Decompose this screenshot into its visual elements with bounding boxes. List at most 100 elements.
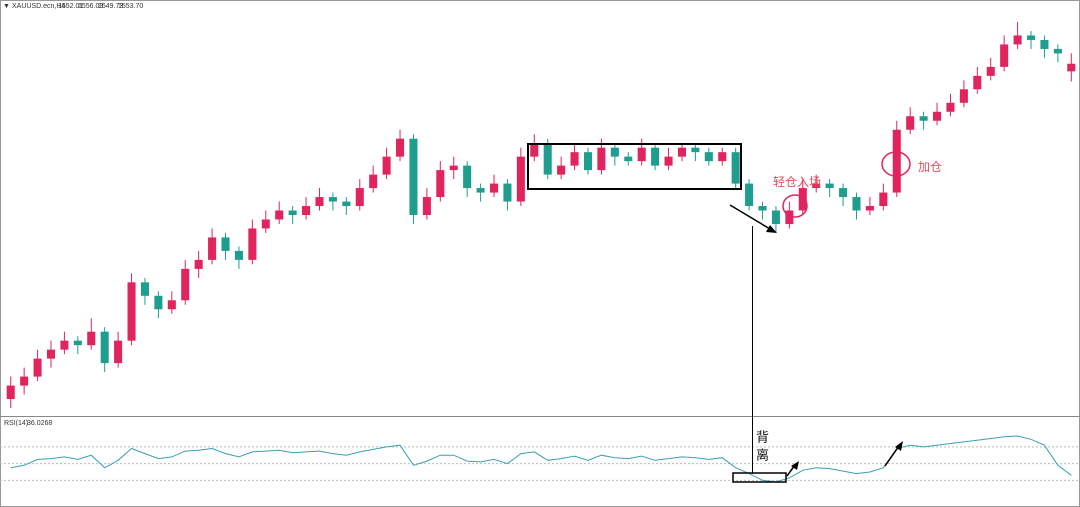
divergence-label: 背 bbox=[756, 429, 769, 444]
candle-body bbox=[825, 183, 834, 189]
candle-body bbox=[181, 268, 190, 301]
candle-body bbox=[986, 66, 995, 76]
candle-body bbox=[422, 197, 431, 215]
candle-body bbox=[114, 340, 123, 364]
candle-body bbox=[382, 156, 391, 175]
candle-body bbox=[33, 358, 42, 377]
candle-body bbox=[503, 183, 512, 202]
candle-body bbox=[892, 129, 901, 193]
candle-body bbox=[46, 349, 56, 359]
candle-body bbox=[852, 197, 861, 211]
candle-body bbox=[275, 210, 284, 220]
candle-body bbox=[127, 282, 136, 341]
candle-body bbox=[530, 143, 539, 157]
candle-body bbox=[208, 237, 217, 260]
entry-label: 轻仓入场 bbox=[773, 175, 821, 189]
arrow-head bbox=[766, 225, 777, 233]
candle-body bbox=[1053, 48, 1062, 54]
candle-body bbox=[946, 102, 955, 112]
rsi-arrow-head bbox=[791, 461, 799, 470]
candle-body bbox=[6, 385, 15, 400]
candle-body bbox=[624, 156, 633, 162]
candle-body bbox=[865, 206, 874, 211]
candle-body bbox=[288, 210, 297, 215]
candle-body bbox=[745, 183, 754, 207]
rsi-value: 36.0268 bbox=[27, 420, 52, 427]
entry-circle bbox=[782, 194, 808, 218]
candle-body bbox=[1000, 44, 1009, 67]
candle-body bbox=[610, 147, 619, 157]
candle-body bbox=[396, 138, 405, 157]
add-circle bbox=[881, 151, 911, 177]
candle-body bbox=[328, 197, 337, 202]
candle-body bbox=[543, 143, 552, 175]
header-high: 1556.03 bbox=[78, 3, 103, 10]
candle-body bbox=[369, 174, 378, 189]
candle-body bbox=[583, 152, 593, 171]
divergence-label: 离 bbox=[756, 447, 769, 462]
candle-body bbox=[355, 188, 364, 207]
marks bbox=[0, 22, 1080, 483]
candle-body bbox=[812, 183, 821, 189]
candle-body bbox=[436, 170, 445, 198]
symbol: XAUUSD.ecn,H4 bbox=[12, 3, 65, 10]
candle-body bbox=[785, 210, 794, 224]
candle-body bbox=[664, 156, 673, 166]
candle-body bbox=[1026, 35, 1036, 40]
candle-body bbox=[933, 111, 942, 121]
candle-body bbox=[839, 188, 848, 198]
candle-body bbox=[261, 219, 270, 229]
candle-body bbox=[677, 147, 686, 157]
candle-body bbox=[409, 138, 418, 215]
candle-body bbox=[20, 376, 29, 386]
candle-body bbox=[758, 206, 767, 211]
candle-body bbox=[731, 152, 740, 184]
candle-body bbox=[302, 206, 311, 215]
add-label: 加仓 bbox=[918, 160, 942, 174]
price-header: ▼ XAUUSD.ecn,H4 1552.01 1556.03 1549.73 … bbox=[3, 3, 143, 10]
candle-body bbox=[87, 331, 96, 346]
rsi-box bbox=[732, 472, 787, 483]
header-open: 1552.01 bbox=[58, 3, 83, 10]
candle-body bbox=[167, 300, 176, 310]
candle-body bbox=[315, 197, 324, 207]
rsi-header: RSI(14) 36.0268 bbox=[4, 420, 52, 427]
rsi-line bbox=[10, 435, 1072, 483]
annotations: 轻仓入场 加仓 背 离 bbox=[527, 143, 942, 483]
candle-body bbox=[1067, 63, 1076, 72]
candle-body bbox=[154, 295, 163, 310]
candle-body bbox=[73, 340, 82, 346]
candle-body bbox=[1040, 39, 1049, 49]
candle-body bbox=[221, 237, 230, 251]
candle-body bbox=[597, 147, 606, 171]
candle-body bbox=[476, 188, 485, 193]
candle-body bbox=[771, 210, 780, 224]
candle-body bbox=[100, 331, 109, 364]
candle-body bbox=[691, 147, 700, 153]
candle-body bbox=[704, 152, 713, 162]
candle-body bbox=[637, 147, 646, 162]
candle-body bbox=[463, 165, 472, 189]
candle-body bbox=[570, 152, 579, 166]
header-arrow: ▼ bbox=[3, 3, 10, 10]
rsi-arrow-head bbox=[895, 441, 903, 451]
candle-body bbox=[449, 165, 458, 171]
candle-body bbox=[516, 156, 525, 202]
candle-body bbox=[718, 152, 727, 162]
candle-body bbox=[557, 165, 566, 175]
header-low: 1549.73 bbox=[98, 3, 123, 10]
candle-body bbox=[234, 250, 243, 260]
rsi-title: RSI(14) bbox=[4, 420, 28, 427]
candle-body bbox=[906, 116, 915, 130]
candle-body bbox=[1013, 35, 1022, 45]
candle-body bbox=[973, 75, 982, 90]
candle-body bbox=[140, 282, 149, 296]
candle-body bbox=[342, 201, 351, 207]
candle-body bbox=[798, 188, 807, 211]
consolidation-box bbox=[527, 143, 742, 190]
candle-body bbox=[60, 340, 69, 350]
candle-body bbox=[919, 116, 928, 121]
arrow-line bbox=[729, 204, 771, 230]
